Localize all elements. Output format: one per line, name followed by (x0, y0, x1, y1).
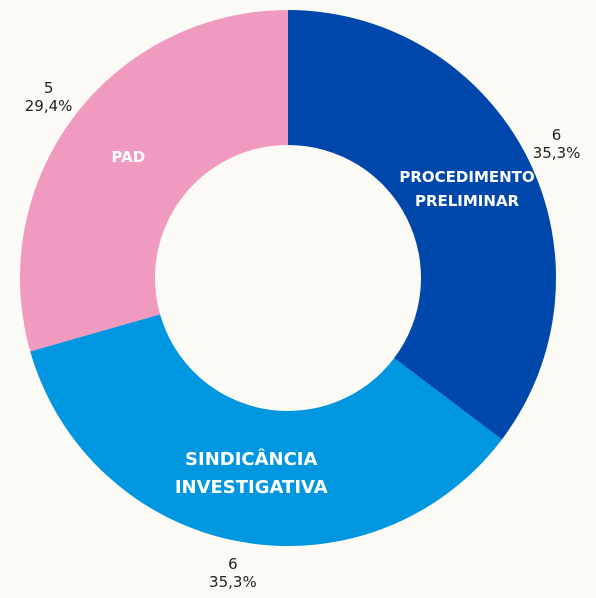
value-label-group: 6 35,3% (512, 126, 596, 162)
percentage-label: 29,4% (24, 97, 73, 116)
value-label: 5 (43, 79, 54, 98)
donut-segment (19, 10, 288, 352)
value-label-group: 6 35,3% (188, 555, 278, 591)
donut-segment (288, 10, 556, 440)
segment-label: PROCEDIMENTO PRELIMINAR (399, 167, 535, 210)
value-label-group: 5 29,4% (4, 79, 94, 115)
segment-label: SINDICÂNCIA INVESTIGATIVA (174, 448, 328, 499)
donut-segment (30, 314, 502, 546)
percentage-label: 35,3% (209, 572, 257, 591)
segment-label: PAD (111, 148, 146, 167)
value-label: 6 (551, 126, 562, 145)
value-label: 6 (228, 554, 238, 573)
percentage-label: 35,3% (532, 144, 581, 163)
